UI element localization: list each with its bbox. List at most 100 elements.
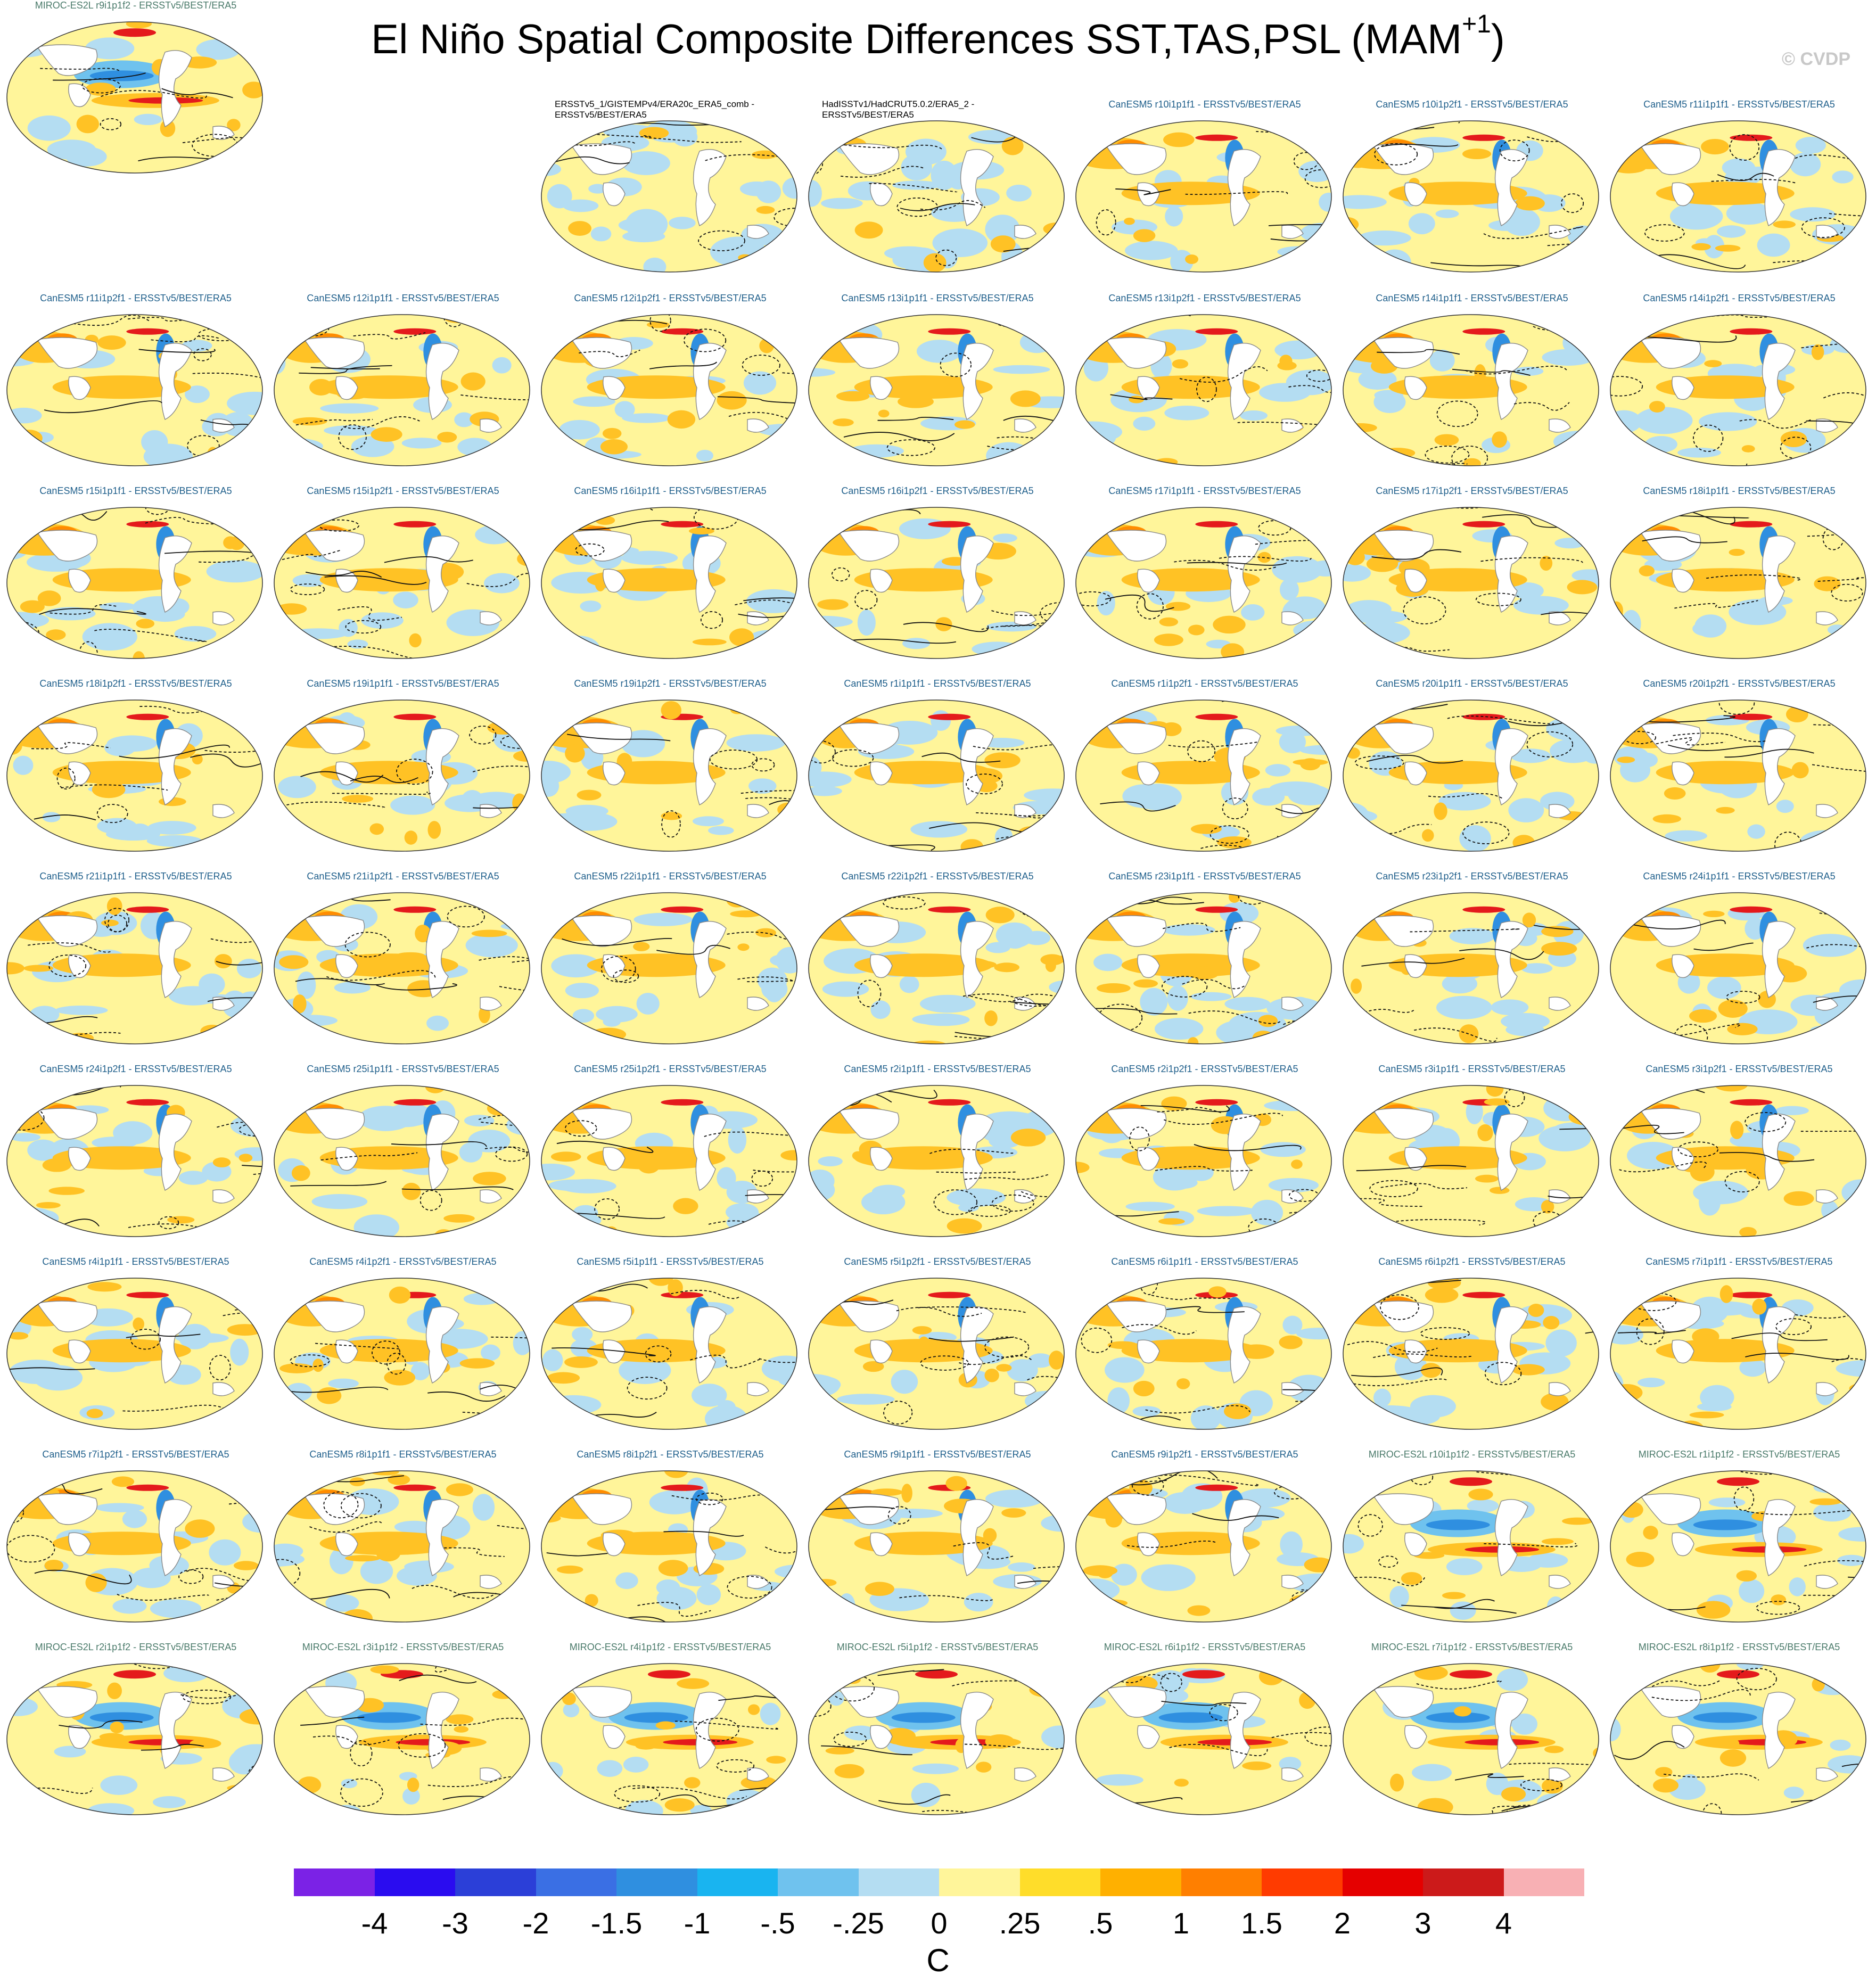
psl-contour	[1573, 1799, 1599, 1805]
cool-anomaly-patch	[475, 525, 514, 545]
warm-anomaly-patch	[898, 395, 934, 408]
cool-anomaly-patch	[1197, 1206, 1256, 1216]
psl-contour	[401, 1186, 514, 1190]
psl-contour	[1304, 1726, 1331, 1747]
psl-contour	[141, 1743, 204, 1751]
panel-label: CanESM5 r20i1p2f1 - ERSSTv5/BEST/ERA5	[1643, 678, 1836, 689]
continent-outline	[1404, 1147, 1427, 1171]
warm-anomaly-patch	[1610, 601, 1624, 620]
psl-contour	[1501, 1806, 1581, 1815]
psl-contour	[104, 908, 130, 933]
continent-outline	[1816, 804, 1838, 818]
warm-anomaly-patch	[1289, 1595, 1318, 1608]
warm-anomaly-patch	[750, 1032, 782, 1044]
warm-anomaly-patch	[845, 1676, 861, 1684]
continent-outline	[1816, 225, 1838, 239]
cool-anomaly-patch	[590, 226, 612, 242]
warm-anomaly-patch	[1155, 458, 1178, 466]
warm-anomaly-patch	[1752, 1298, 1767, 1315]
warm-anomaly-patch	[1010, 1129, 1046, 1147]
psl-contour	[1095, 1008, 1178, 1015]
warm-anomaly-patch	[1124, 217, 1135, 225]
cool-anomaly-patch	[812, 1664, 840, 1682]
psl-contour	[1079, 1618, 1182, 1622]
psl-contour	[973, 744, 1056, 751]
map-panel: CanESM5 r21i1p1f1 - ERSSTv5/BEST/ERA5	[5, 871, 266, 1047]
continent-outline	[1227, 728, 1261, 805]
continent-outline	[1640, 143, 1701, 175]
continent-outline	[68, 1532, 91, 1557]
map-panel: CanESM5 r10i1p2f1 - ERSSTv5/BEST/ERA5	[1342, 99, 1602, 275]
continent-outline	[1549, 997, 1571, 1011]
cool-anomaly-patch	[891, 1712, 956, 1723]
warm-anomaly-patch	[1579, 322, 1599, 337]
warm-anomaly-patch	[677, 1678, 710, 1689]
warm-anomaly-patch	[1224, 1403, 1252, 1419]
warm-anomaly-patch	[1041, 700, 1057, 717]
cool-anomaly-patch	[1007, 1359, 1038, 1382]
warm-anomaly-patch	[1714, 1085, 1748, 1092]
psl-contour	[1623, 1124, 1684, 1134]
psl-contour	[878, 1794, 951, 1805]
continent-outline	[747, 611, 769, 625]
continent-outline	[747, 1767, 769, 1782]
cool-anomaly-patch	[917, 1013, 970, 1026]
cool-anomaly-patch	[546, 1395, 602, 1415]
warm-anomaly-patch	[207, 447, 219, 463]
world-map	[274, 1663, 530, 1815]
warm-anomaly-patch	[1165, 602, 1191, 611]
warm-anomaly-patch	[1048, 1351, 1064, 1370]
psl-contour	[613, 1616, 718, 1622]
psl-contour	[970, 993, 1064, 1002]
warm-anomaly-patch	[664, 1798, 695, 1812]
cool-anomaly-patch	[621, 550, 678, 565]
arctic-warm-patch	[126, 1484, 169, 1491]
cool-anomaly-patch	[454, 412, 474, 427]
warm-anomaly-patch	[975, 1761, 992, 1773]
cool-anomaly-patch	[1554, 538, 1586, 549]
continent-outline	[158, 921, 192, 998]
cool-anomaly-patch	[1677, 447, 1721, 458]
cool-anomaly-patch	[1389, 1586, 1409, 1608]
warm-anomaly-patch	[1012, 1085, 1032, 1097]
psl-contour	[1219, 556, 1312, 562]
map-panel: CanESM5 r10i1p1f1 - ERSSTv5/BEST/ERA5	[1074, 99, 1335, 275]
psl-contour	[1513, 402, 1570, 411]
cool-anomaly-patch	[958, 1203, 979, 1212]
psl-contour	[217, 1122, 262, 1134]
panel-label: CanESM5 r23i1p1f1 - ERSSTv5/BEST/ERA5	[1108, 871, 1301, 882]
psl-contour	[1354, 1036, 1388, 1044]
warm-anomaly-patch	[688, 528, 714, 535]
warm-anomaly-patch	[726, 893, 748, 908]
psl-contour	[838, 638, 956, 644]
continent-outline	[603, 1725, 626, 1749]
map-border	[1343, 120, 1599, 273]
warm-anomaly-patch	[673, 1198, 698, 1214]
continent-outline	[1227, 921, 1261, 998]
panel-label: CanESM5 r5i1p2f1 - ERSSTv5/BEST/ERA5	[844, 1256, 1031, 1267]
cool-anomaly-patch	[222, 30, 262, 45]
cool-anomaly-patch	[178, 1171, 208, 1185]
psl-contour	[1081, 1278, 1108, 1305]
cool-anomaly-patch	[809, 446, 821, 456]
psl-contour	[649, 361, 718, 369]
cool-anomaly-patch	[410, 1362, 430, 1380]
psl-contour	[31, 742, 111, 750]
cool-anomaly-patch	[1190, 1405, 1221, 1429]
warm-anomaly-patch	[541, 1410, 571, 1420]
cool-anomaly-patch	[459, 1142, 483, 1163]
cool-anomaly-patch	[1704, 235, 1725, 259]
psl-contour	[1105, 594, 1174, 612]
warm-anomaly-patch	[498, 1480, 523, 1500]
continent-outline	[158, 50, 192, 127]
psl-contour	[843, 432, 955, 441]
warm-anomaly-patch	[541, 621, 557, 632]
panel-label: CanESM5 r24i1p1f1 - ERSSTv5/BEST/ERA5	[1643, 871, 1836, 882]
continent-outline	[1014, 1767, 1036, 1782]
warm-anomaly-patch	[342, 795, 374, 803]
cool-anomaly-patch	[89, 1712, 154, 1723]
psl-contour	[158, 1216, 179, 1230]
warm-anomaly-patch	[437, 432, 457, 443]
arctic-warm-patch	[1462, 328, 1505, 335]
warm-anomaly-patch	[389, 1286, 411, 1304]
